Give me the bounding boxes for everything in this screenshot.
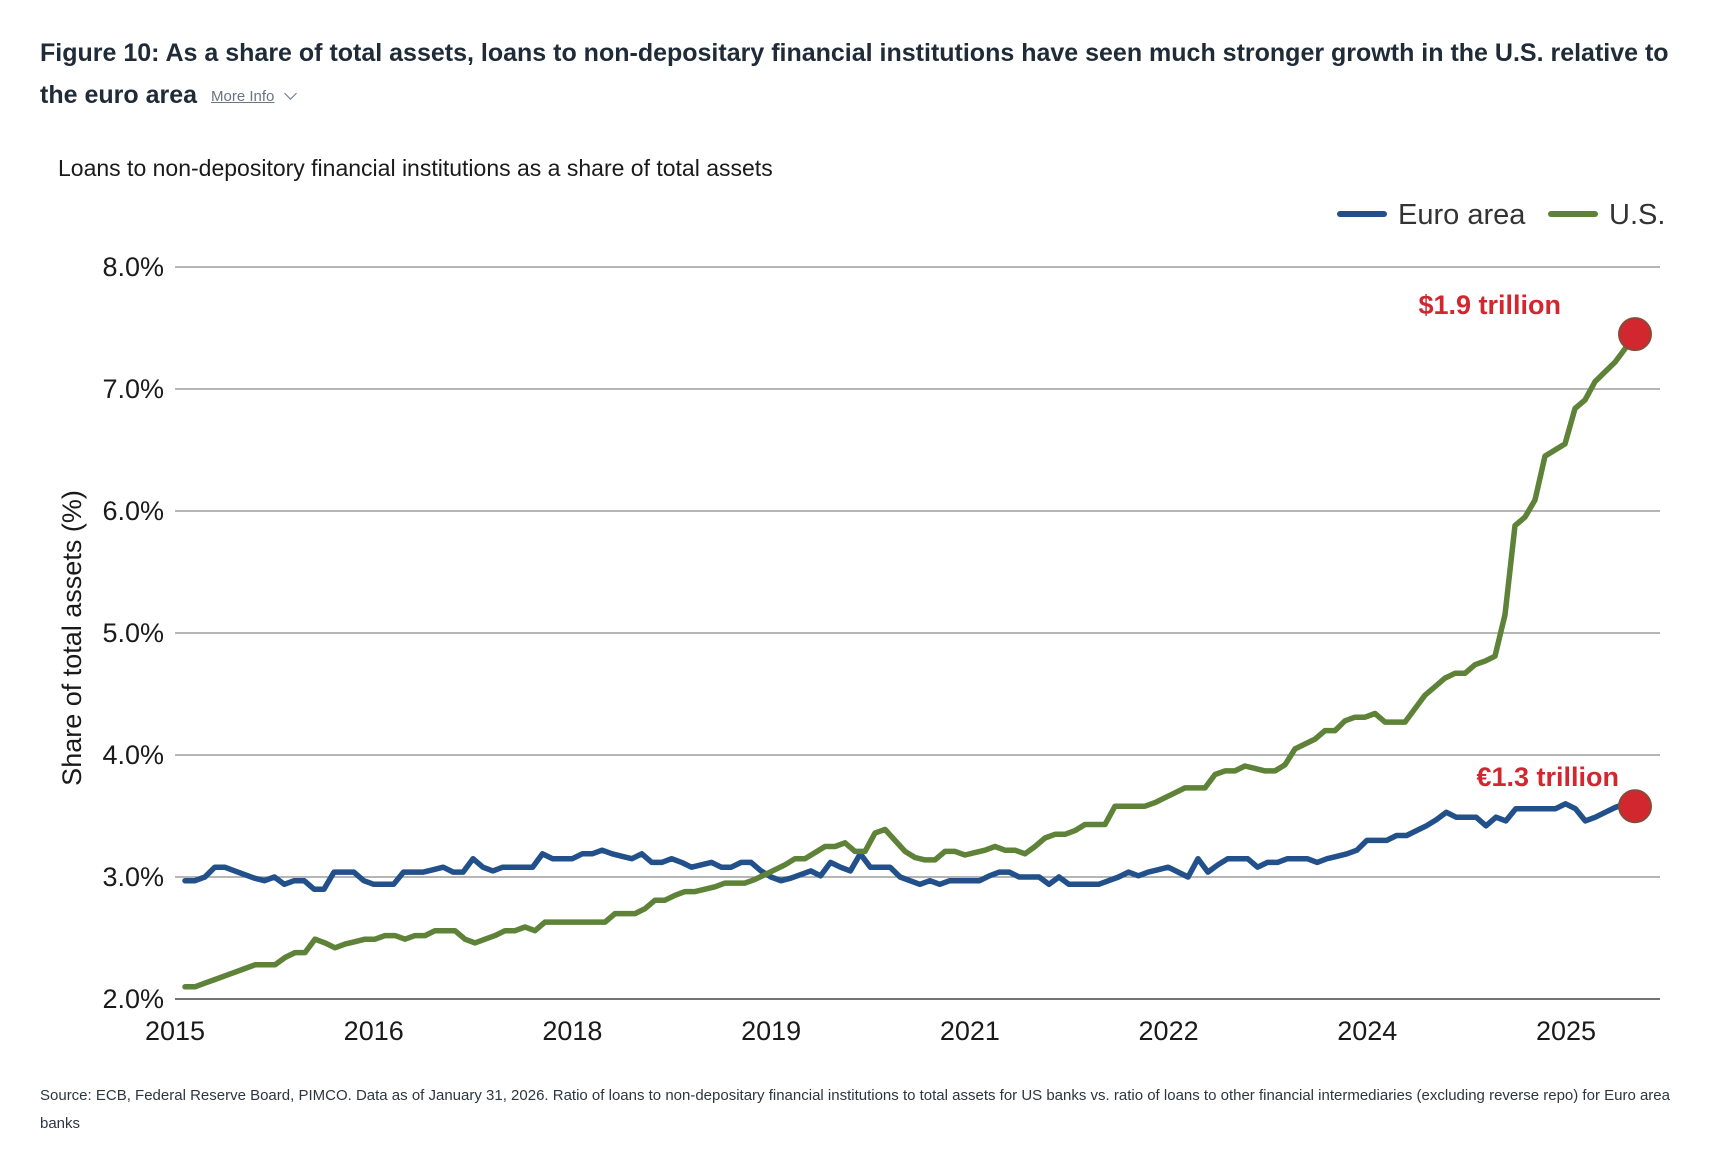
legend: Euro area U.S. [1337, 199, 1665, 231]
y-tick-labels: 2.0% 3.0% 4.0% 5.0% 6.0% 7.0% 8.0% [102, 252, 164, 1014]
end-marker [1618, 789, 1652, 824]
y-tick-label: 6.0% [102, 496, 164, 526]
end-label: €1.3 trillion [1476, 762, 1619, 792]
x-tick-label: 2019 [741, 1016, 801, 1046]
line-chart: Loans to non-depository financial instit… [57, 155, 1665, 1046]
y-tick-label: 2.0% [102, 984, 164, 1014]
x-tick-labels: 2015 2016 2018 2019 2021 2022 2024 2025 [145, 1016, 1596, 1046]
x-tick-label: 2016 [344, 1016, 404, 1046]
end-markers: €1.3 trillion $1.9 trillion [1418, 290, 1652, 824]
end-marker [1618, 317, 1652, 352]
x-tick-label: 2025 [1536, 1016, 1596, 1046]
more-info-link[interactable]: More Info [211, 88, 275, 105]
series-line-euro-area [182, 801, 1638, 892]
x-tick-label: 2018 [542, 1016, 602, 1046]
y-tick-label: 3.0% [102, 862, 164, 892]
y-tick-label: 8.0% [102, 252, 164, 282]
x-tick-label: 2021 [940, 1016, 1000, 1046]
figure-header: Figure 10: As a share of total assets, l… [40, 32, 1670, 118]
y-tick-label: 4.0% [102, 740, 164, 770]
series-line-us [182, 331, 1638, 990]
legend-label: U.S. [1609, 199, 1665, 231]
x-tick-label: 2022 [1139, 1016, 1199, 1046]
source-note: Source: ECB, Federal Reserve Board, PIMC… [40, 1087, 1670, 1132]
figure-title: Figure 10: As a share of total assets, l… [40, 32, 1670, 118]
gridlines [175, 266, 1660, 1000]
legend-label: Euro area [1398, 199, 1526, 231]
y-tick-label: 7.0% [102, 374, 164, 404]
chart-title: Loans to non-depository financial instit… [58, 155, 773, 181]
y-axis-label: Share of total assets (%) [57, 490, 87, 786]
end-label: $1.9 trillion [1418, 290, 1561, 320]
x-tick-label: 2024 [1337, 1016, 1397, 1046]
figure-title-text: Figure 10: As a share of total assets, l… [40, 39, 1669, 109]
x-tick-label: 2015 [145, 1016, 205, 1046]
series-lines [182, 331, 1638, 990]
y-tick-label: 5.0% [102, 618, 164, 648]
